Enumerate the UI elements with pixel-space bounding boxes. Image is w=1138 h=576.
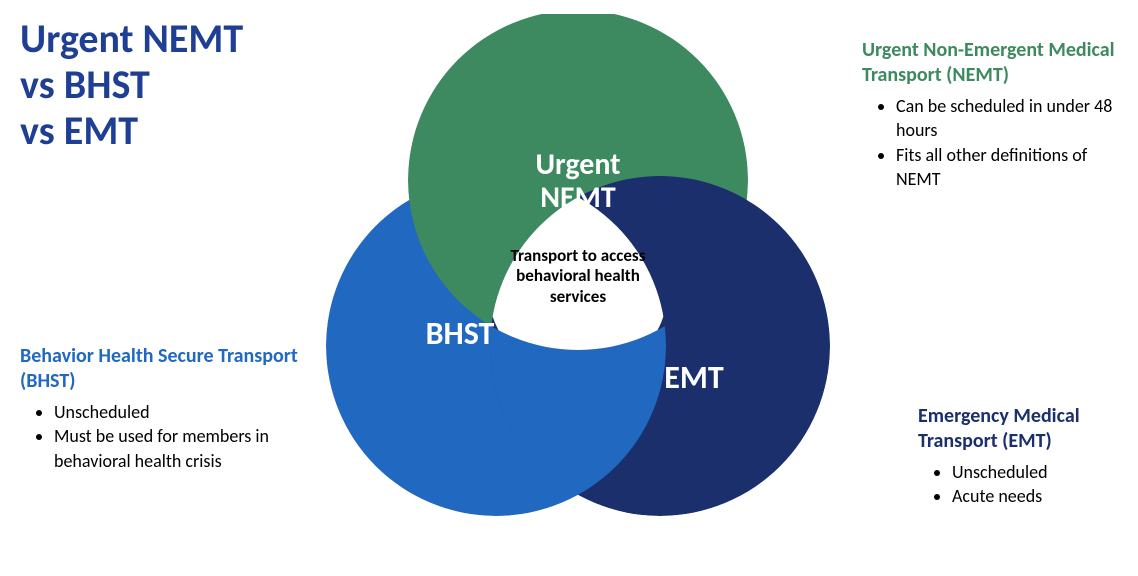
title-line-1: Urgent NEMT bbox=[20, 16, 243, 62]
legend-bhst: Behavior Health Secure Transport (BHST) … bbox=[20, 344, 300, 473]
legend-item: Acute needs bbox=[952, 484, 1128, 508]
legend-bhst-title: Behavior Health Secure Transport (BHST) bbox=[20, 344, 300, 394]
legend-item: Must be used for members in behavioral h… bbox=[54, 424, 300, 473]
venn-label-nemt: UrgentNEMT bbox=[488, 148, 668, 214]
venn-label-emt: EMT bbox=[604, 360, 784, 395]
venn-diagram: UrgentNEMT BHST EMT Transport to access … bbox=[318, 14, 838, 534]
legend-item: Fits all other definitions of NEMT bbox=[896, 143, 1122, 192]
legend-item: Unscheduled bbox=[54, 400, 300, 424]
title-line-3: vs EMT bbox=[20, 108, 243, 154]
legend-item: Can be scheduled in under 48 hours bbox=[896, 94, 1122, 143]
venn-center-label: Transport to access behavioral health se… bbox=[503, 246, 653, 307]
title-line-2: vs BHST bbox=[20, 62, 243, 108]
page-title: Urgent NEMT vs BHST vs EMT bbox=[20, 16, 243, 154]
legend-nemt: Urgent Non-Emergent Medical Transport (N… bbox=[862, 38, 1122, 191]
legend-emt: Emergency Medical Transport (EMT) Unsche… bbox=[918, 404, 1128, 509]
legend-nemt-list: Can be scheduled in under 48 hoursFits a… bbox=[862, 94, 1122, 191]
legend-emt-title: Emergency Medical Transport (EMT) bbox=[918, 404, 1128, 454]
venn-label-bhst: BHST bbox=[370, 316, 550, 351]
legend-item: Unscheduled bbox=[952, 460, 1128, 484]
legend-bhst-list: UnscheduledMust be used for members in b… bbox=[20, 400, 300, 473]
legend-nemt-title: Urgent Non-Emergent Medical Transport (N… bbox=[862, 38, 1122, 88]
legend-emt-list: UnscheduledAcute needs bbox=[918, 460, 1128, 509]
